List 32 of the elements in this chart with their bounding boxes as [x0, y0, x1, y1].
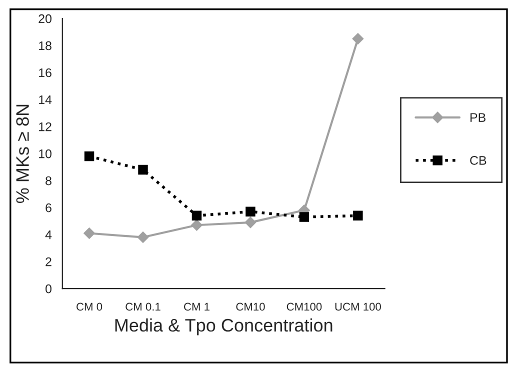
- y-tick-label: 6: [46, 203, 52, 212]
- y-axis-title: % MKs ≥ 8N: [16, 104, 29, 204]
- point: [84, 228, 95, 239]
- legend-label: CB: [470, 156, 486, 165]
- point: [246, 206, 256, 216]
- point: [138, 164, 148, 175]
- point: [353, 210, 363, 221]
- point: [352, 33, 364, 44]
- y-tick-label: 16: [39, 68, 52, 78]
- y-tick-label: 20: [38, 14, 52, 24]
- y-tick-label: 14: [39, 95, 52, 104]
- x-tick-label: CM 0: [76, 302, 102, 311]
- x-tick-label: CM10: [236, 302, 265, 311]
- y-tick-label: 12: [39, 122, 52, 132]
- x-tick-label: CM 1: [184, 302, 210, 311]
- point: [299, 212, 310, 222]
- y-tick-label: 8: [46, 176, 52, 186]
- x-tick-label: UCM 100: [335, 302, 381, 311]
- y-tick-label: 10: [39, 149, 52, 158]
- point: [244, 216, 256, 228]
- y-tick-label: 4: [45, 230, 52, 240]
- y-tick-label: 2: [46, 257, 52, 266]
- point: [192, 210, 202, 221]
- x-tick-label: CM100: [286, 302, 322, 311]
- x-tick-label: CM 0.1: [126, 302, 160, 311]
- x-axis-title: Media & Tpo Concentration: [115, 318, 332, 336]
- point: [84, 151, 94, 162]
- point: [191, 220, 202, 231]
- point: [137, 232, 149, 243]
- y-tick-label: 18: [39, 41, 52, 50]
- y-tick-label: 0: [46, 284, 52, 294]
- legend-label: PB: [470, 113, 486, 122]
